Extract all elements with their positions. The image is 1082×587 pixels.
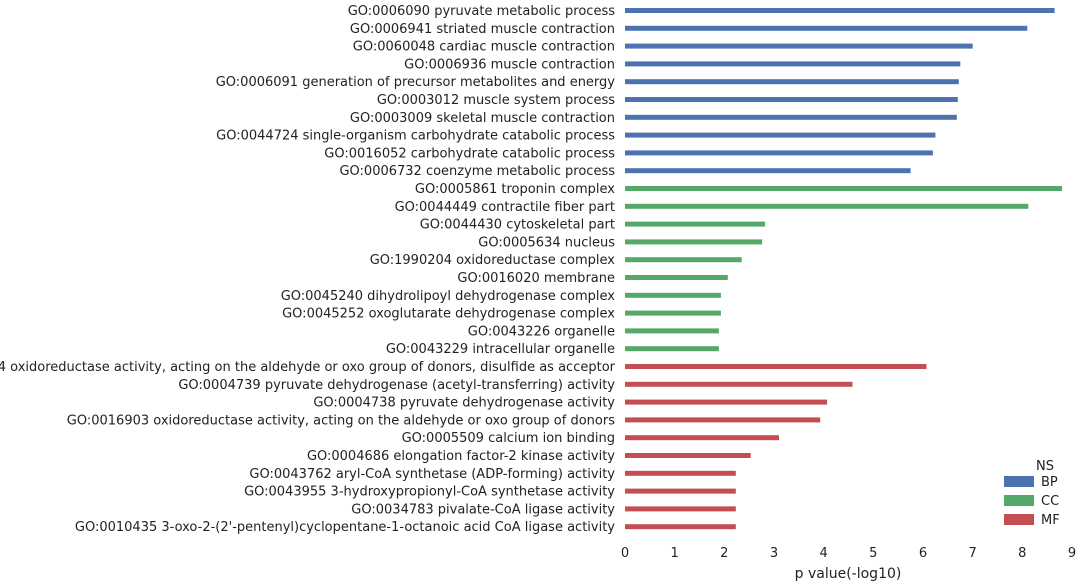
category-label: GO:0016624 oxidoreductase activity, acti… <box>0 360 616 375</box>
x-tick-label: 6 <box>919 546 927 561</box>
category-label: GO:0045252 oxoglutarate dehydrogenase co… <box>282 307 615 322</box>
x-tick-label: 8 <box>1018 546 1026 561</box>
category-label: GO:0016052 carbohydrate catabolic proces… <box>324 146 615 161</box>
legend-entries: BP CC MF <box>1004 475 1060 528</box>
category-label: GO:0006941 striated muscle contraction <box>350 22 615 37</box>
x-axis-ticks: 0 1 2 3 4 5 6 7 8 9 <box>621 546 1076 561</box>
category-label: GO:0003012 muscle system process <box>377 93 615 108</box>
bar-bp-6 <box>625 97 958 102</box>
legend-swatch-bp <box>1004 476 1034 487</box>
bar-cc-9 <box>625 328 719 334</box>
category-label: GO:0060048 cardiac muscle contraction <box>353 40 615 55</box>
legend-swatch-cc <box>1004 495 1034 506</box>
bar-cc-5 <box>625 257 742 263</box>
legend-title: NS <box>1036 459 1054 474</box>
x-tick-label: 2 <box>720 546 728 561</box>
x-tick-label: 3 <box>770 546 778 561</box>
bar-bp-3 <box>625 43 973 49</box>
category-labels: GO:0006090 pyruvate metabolic process GO:… <box>0 4 616 535</box>
bar-bp-9 <box>625 150 933 156</box>
bar-mf-8 <box>625 488 736 494</box>
category-label: GO:0044430 cytoskeletal part <box>420 218 615 233</box>
category-label: GO:1990204 oxidoreductase complex <box>370 253 616 268</box>
bar-mf-1 <box>625 364 927 369</box>
bar-cc-1 <box>625 186 1063 191</box>
category-label: GO:0043226 organelle <box>468 324 615 339</box>
x-tick-label: 0 <box>621 546 629 561</box>
x-axis-title: p value(-log10) <box>795 566 902 582</box>
category-label: GO:0043229 intracellular organelle <box>386 342 615 357</box>
category-label: GO:0004739 pyruvate dehydrogenase (acety… <box>178 378 615 393</box>
legend-swatch-mf <box>1004 514 1034 525</box>
bar-cc-8 <box>625 310 721 316</box>
category-label: GO:0003009 skeletal muscle contraction <box>350 111 615 126</box>
bar-mf-4 <box>625 417 821 423</box>
bar-bp-7 <box>625 114 957 120</box>
category-label: GO:0016020 membrane <box>457 271 615 286</box>
legend-label-mf: MF <box>1041 513 1060 528</box>
category-label: GO:0044724 single-organism carbohydrate … <box>216 129 615 144</box>
category-label: GO:0005861 troponin complex <box>415 182 615 197</box>
bars-layer <box>625 8 1063 530</box>
legend: NS BP CC MF <box>1004 459 1060 528</box>
bar-bp-2 <box>625 25 1028 31</box>
category-label: GO:0043955 3-hydroxypropionyl-CoA synthe… <box>244 485 615 500</box>
bar-mf-7 <box>625 470 736 476</box>
bar-cc-2 <box>625 203 1029 209</box>
bar-mf-2 <box>625 381 853 387</box>
bar-cc-7 <box>625 292 721 298</box>
category-label: GO:0006732 coenzyme metabolic process <box>339 164 615 179</box>
bar-bp-5 <box>625 79 959 85</box>
bar-cc-3 <box>625 221 766 227</box>
category-label: GO:0016903 oxidoreductase activity, acti… <box>67 413 615 428</box>
category-label: GO:0004686 elongation factor-2 kinase ac… <box>307 449 615 464</box>
category-label: GO:0004738 pyruvate dehydrogenase activi… <box>313 396 615 411</box>
bar-cc-6 <box>625 275 728 280</box>
x-tick-label: 4 <box>820 546 828 561</box>
category-label: GO:0034783 pivalate-CoA ligase activity <box>351 502 615 517</box>
category-label: GO:0005509 calcium ion binding <box>402 431 615 446</box>
bar-mf-9 <box>625 506 736 512</box>
category-label: GO:0010435 3-oxo-2-(2'-pentenyl)cyclopen… <box>75 520 615 535</box>
category-label: GO:0006090 pyruvate metabolic process <box>348 4 616 19</box>
bar-mf-3 <box>625 399 828 405</box>
x-tick-label: 1 <box>671 546 679 561</box>
bar-bp-10 <box>625 168 911 174</box>
bar-bp-4 <box>625 61 961 67</box>
bar-mf-6 <box>625 453 751 458</box>
category-label: GO:0006936 muscle contraction <box>404 57 615 72</box>
legend-label-cc: CC <box>1041 494 1059 509</box>
bar-cc-10 <box>625 346 719 352</box>
bar-mf-5 <box>625 435 779 441</box>
legend-label-bp: BP <box>1041 475 1058 490</box>
category-label: GO:0005634 nucleus <box>478 235 615 250</box>
bar-bp-1 <box>625 8 1055 13</box>
x-tick-label: 7 <box>969 546 977 561</box>
category-label: GO:0043762 aryl-CoA synthetase (ADP-form… <box>249 467 615 482</box>
category-label: GO:0045240 dihydrolipoyl dehydrogenase c… <box>281 289 616 304</box>
bar-mf-10 <box>625 524 736 530</box>
x-tick-label: 9 <box>1068 546 1076 561</box>
x-tick-label: 5 <box>869 546 877 561</box>
category-label: GO:0006091 generation of precursor metab… <box>216 75 616 90</box>
bar-cc-4 <box>625 239 763 245</box>
category-label: GO:0044449 contractile fiber part <box>395 200 615 215</box>
bar-bp-8 <box>625 132 936 138</box>
